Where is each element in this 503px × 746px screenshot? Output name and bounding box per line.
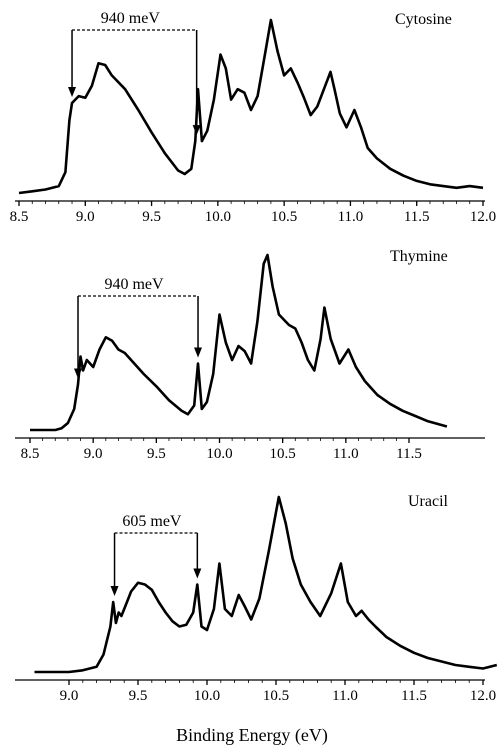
- x-tick-label-2: 10.0: [206, 446, 232, 462]
- x-tick-label-2: 11.5: [396, 446, 422, 462]
- x-tick-label-2: 9.0: [84, 446, 103, 462]
- x-tick-label-1: 9.5: [142, 209, 161, 225]
- x-tick-label-1: 9.0: [76, 209, 95, 225]
- x-tick-label-3: 9.0: [60, 688, 79, 704]
- x-tick-label-1: 12.0: [470, 209, 496, 225]
- x-tick-label-1: 10.0: [205, 209, 231, 225]
- x-tick-label-1: 8.5: [10, 209, 29, 225]
- annotation-label-2: 940 meV: [104, 276, 164, 293]
- x-tick-label-3: 10.5: [263, 688, 289, 704]
- x-tick-label-3: 10.0: [194, 688, 220, 704]
- annotation-arrowhead-2: [194, 348, 202, 358]
- spectrum-line-2: [30, 255, 447, 430]
- annotation-arrowhead-3: [193, 569, 201, 579]
- panel-title-2: Thymine: [390, 248, 448, 265]
- x-tick-label-3: 11.5: [401, 688, 427, 704]
- panel-title-3: Uracil: [408, 493, 449, 510]
- annotation-label-3: 605 meV: [122, 513, 182, 530]
- annotation-label-1: 940 meV: [101, 10, 161, 27]
- x-tick-label-1: 11.5: [404, 209, 430, 225]
- x-tick-label-2: 10.5: [270, 446, 296, 462]
- annotation-arrowhead-3: [111, 586, 119, 596]
- spectrum-line-1: [19, 20, 483, 193]
- annotation-arrowhead-1: [193, 125, 201, 135]
- x-tick-label-2: 9.5: [147, 446, 166, 462]
- x-tick-label-2: 11.0: [333, 446, 359, 462]
- x-tick-label-1: 11.0: [338, 209, 364, 225]
- annotation-arrowhead-1: [68, 87, 76, 97]
- panel-title-1: Cytosine: [395, 11, 452, 28]
- x-tick-label-3: 12.0: [470, 688, 496, 704]
- x-tick-label-3: 9.5: [129, 688, 148, 704]
- annotation-arrowhead-2: [74, 369, 82, 379]
- x-tick-label-2: 8.5: [21, 446, 40, 462]
- x-axis-label: Binding Energy (eV): [176, 725, 328, 746]
- x-tick-label-3: 11.0: [332, 688, 358, 704]
- spectrum-line-3: [35, 497, 497, 672]
- x-tick-label-1: 10.5: [271, 209, 297, 225]
